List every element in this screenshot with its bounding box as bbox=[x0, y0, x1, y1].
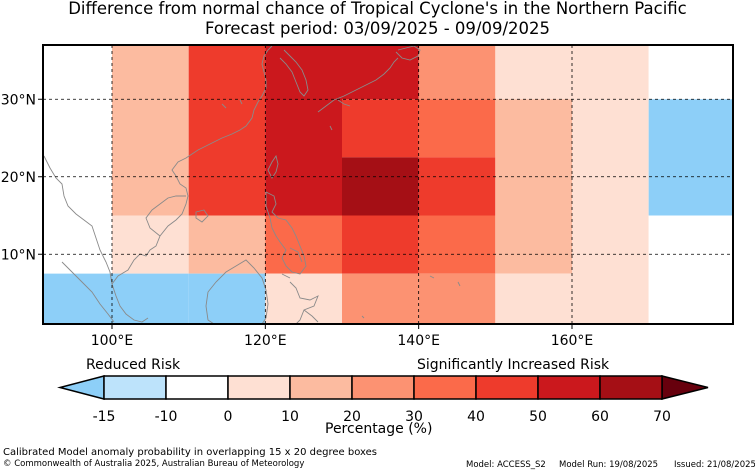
coast-borneo bbox=[205, 259, 269, 325]
risk-cell bbox=[342, 157, 419, 216]
footer-model: Model: ACCESS_S2 bbox=[466, 460, 546, 470]
coast-sulawesi bbox=[289, 281, 319, 325]
colorbar-title: Percentage (%) bbox=[325, 421, 433, 437]
coast-asia-mainland bbox=[43, 45, 273, 323]
coast-korea bbox=[279, 49, 309, 97]
colorbar-tick-label: -15 bbox=[93, 409, 116, 425]
colorbar-right-label: Significantly Increased Risk bbox=[417, 357, 610, 373]
risk-cell bbox=[418, 273, 496, 324]
risk-cell bbox=[418, 215, 496, 274]
colorbar-bin bbox=[289, 375, 353, 400]
risk-cell bbox=[188, 215, 266, 274]
lat-tick-label: 10°N bbox=[1, 247, 36, 263]
lon-tick-label: 160°E bbox=[551, 333, 594, 349]
lat-tick-label: 30°N bbox=[1, 92, 36, 108]
risk-cell bbox=[648, 215, 733, 324]
colorbar-bin bbox=[165, 375, 229, 400]
risk-cell bbox=[112, 45, 189, 216]
footer-description: Calibrated Model anomaly probability in … bbox=[3, 447, 378, 458]
colorbar-tick-label: 60 bbox=[591, 409, 609, 425]
risk-cell bbox=[188, 45, 266, 216]
colorbar-bin bbox=[413, 375, 477, 400]
coastline bbox=[43, 45, 461, 325]
gridlines bbox=[43, 45, 733, 324]
colorbar-bin bbox=[537, 375, 601, 400]
colorbar bbox=[57, 375, 709, 400]
risk-cell bbox=[342, 99, 419, 158]
risk-cell bbox=[112, 215, 189, 274]
lon-tick-label: 140°E bbox=[397, 333, 440, 349]
axis-ticks: 100°E 120°E 140°E 160°E 10°N 20°N 30°N bbox=[1, 92, 594, 349]
coast-pacific-islands bbox=[221, 99, 461, 319]
map-frame bbox=[42, 44, 734, 325]
colorbar-tick-label: -10 bbox=[155, 409, 178, 425]
colorbar-over-arrow bbox=[661, 375, 709, 400]
map-title: Difference from normal chance of Tropica… bbox=[68, 0, 687, 18]
colorbar-bin bbox=[475, 375, 539, 400]
risk-cell bbox=[495, 99, 572, 274]
footer-model-run: Model Run: 19/08/2025 bbox=[559, 460, 659, 470]
risk-cell bbox=[495, 45, 572, 100]
risk-cell bbox=[572, 45, 649, 324]
colorbar-tick-label: 0 bbox=[224, 409, 233, 425]
footer-issued: Issued: 21/08/2025 bbox=[674, 460, 755, 470]
risk-cell bbox=[418, 157, 496, 216]
colorbar-bin bbox=[227, 375, 291, 400]
risk-cell bbox=[418, 99, 496, 158]
lat-tick-label: 20°N bbox=[1, 170, 36, 186]
risk-cell bbox=[495, 273, 572, 324]
colorbar-tick-label: 10 bbox=[281, 409, 299, 425]
coast-hainan bbox=[195, 209, 209, 223]
colorbar-tick-labels: -15 -10 0 10 20 30 40 50 60 70 bbox=[93, 409, 671, 425]
coast-sumatra bbox=[61, 261, 115, 323]
colorbar-tick-label: 40 bbox=[467, 409, 485, 425]
map-subtitle: Forecast period: 03/09/2025 - 09/09/2025 bbox=[204, 19, 551, 38]
lon-tick-label: 120°E bbox=[244, 333, 287, 349]
colorbar-bin bbox=[351, 375, 415, 400]
colorbar-tick-label: 30 bbox=[405, 409, 423, 425]
coast-philippines bbox=[265, 191, 307, 279]
risk-cell bbox=[43, 273, 112, 324]
colorbar-tick-label: 20 bbox=[343, 409, 361, 425]
colorbar-tick-label: 70 bbox=[653, 409, 671, 425]
colorbar-bin bbox=[103, 375, 167, 400]
risk-cell bbox=[188, 273, 266, 324]
risk-cell bbox=[43, 45, 112, 274]
risk-cell bbox=[265, 215, 342, 274]
coast-taiwan bbox=[267, 154, 279, 179]
risk-cell bbox=[648, 99, 733, 216]
risk-cell bbox=[418, 45, 496, 100]
colorbar-bin bbox=[599, 375, 663, 400]
coast-gulf bbox=[145, 195, 186, 237]
lon-tick-label: 100°E bbox=[91, 333, 134, 349]
colorbar-under-arrow bbox=[57, 375, 105, 400]
risk-cell bbox=[112, 273, 189, 324]
risk-cell bbox=[342, 273, 419, 324]
risk-cell bbox=[648, 45, 733, 100]
footer-copyright: © Commonwealth of Australia 2025, Austra… bbox=[3, 459, 305, 469]
risk-cell bbox=[342, 215, 419, 274]
colorbar-tick-label: 50 bbox=[529, 409, 547, 425]
risk-cell bbox=[265, 45, 342, 216]
risk-cells bbox=[43, 45, 733, 324]
colorbar-left-label: Reduced Risk bbox=[86, 357, 181, 373]
